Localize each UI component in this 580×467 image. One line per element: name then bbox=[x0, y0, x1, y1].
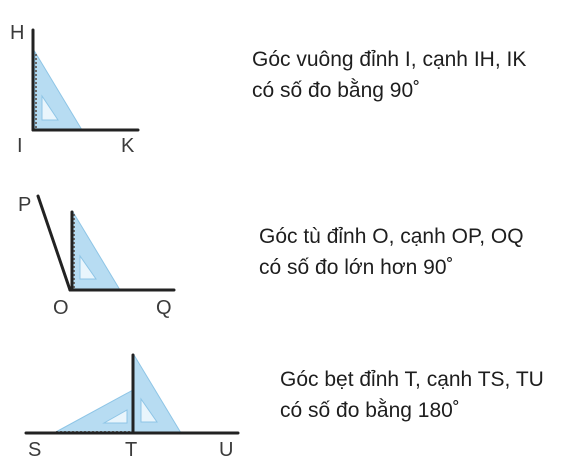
straight-angle-figure: S T U bbox=[24, 353, 240, 461]
obtuse-angle-line-1: Góc tù đỉnh O, cạnh OP, OQ bbox=[259, 225, 524, 248]
label-s: S bbox=[28, 439, 41, 461]
set-square-straight-left-hole bbox=[102, 409, 128, 424]
set-square-straight-left bbox=[53, 389, 134, 434]
label-u: U bbox=[219, 439, 233, 461]
right-angle-line-2: có số đo bằng 90˚ bbox=[252, 79, 421, 102]
ray-op bbox=[36, 194, 72, 292]
right-angle-description: Góc vuông đỉnh I, cạnh IH, IK có số đo b… bbox=[252, 44, 526, 106]
straight-angle-line-1: Góc bẹt đỉnh T, cạnh TS, TU bbox=[280, 368, 544, 391]
straight-angle-line-2: có số đo bằng 180˚ bbox=[280, 399, 460, 422]
set-square-straight-right-hole bbox=[140, 397, 158, 423]
label-t: T bbox=[125, 439, 137, 461]
label-q: Q bbox=[156, 297, 172, 319]
obtuse-angle-line-2: có số đo lớn hơn 90˚ bbox=[259, 256, 454, 279]
label-h: H bbox=[10, 22, 24, 44]
obtuse-angle-figure: P O Q bbox=[18, 194, 176, 319]
label-k: K bbox=[121, 135, 135, 157]
right-angle-figure: H I K bbox=[10, 22, 140, 157]
label-o: O bbox=[53, 297, 69, 319]
straight-angle-description: Góc bẹt đỉnh T, cạnh TS, TU có số đo bằn… bbox=[280, 364, 544, 426]
label-p: P bbox=[18, 194, 31, 216]
right-angle-line-1: Góc vuông đỉnh I, cạnh IH, IK bbox=[252, 48, 527, 71]
obtuse-angle-description: Góc tù đỉnh O, cạnh OP, OQ có số đo lớn … bbox=[259, 221, 524, 283]
set-square-obtuse-hole bbox=[79, 254, 97, 280]
label-i: I bbox=[17, 135, 23, 157]
set-square-right-hole bbox=[41, 94, 59, 121]
